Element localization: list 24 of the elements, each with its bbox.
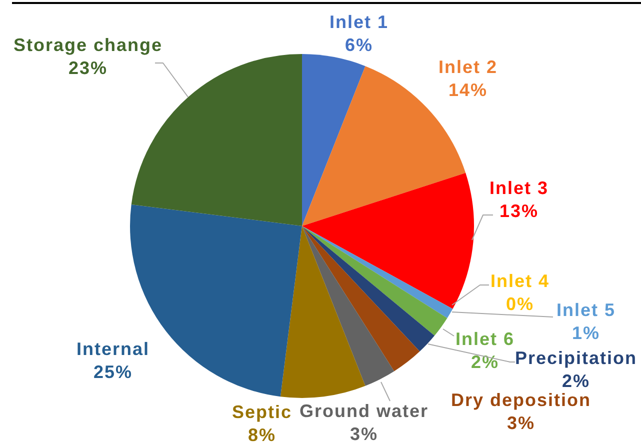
slice-label: Inlet 6: [455, 329, 515, 349]
data-label: 2%: [470, 352, 500, 372]
slice-label: Inlet 5: [556, 300, 616, 320]
slice-label: Storage change: [13, 35, 163, 55]
data-label: 14%: [448, 80, 488, 100]
data-label: 1%: [572, 323, 600, 343]
slice-label: Precipitation: [514, 348, 638, 368]
data-label: 13%: [499, 201, 539, 221]
slice-label: Internal: [76, 339, 150, 359]
slice-label: Septic: [232, 402, 292, 422]
data-label: 8%: [248, 425, 276, 442]
slice-label: Inlet 3: [489, 178, 549, 198]
data-label: 2%: [562, 371, 590, 391]
category-label: Inlet 4: [490, 271, 550, 291]
slice-label: Inlet 1: [329, 12, 389, 32]
slice-label: Dry deposition: [450, 390, 592, 410]
data-label: 6%: [344, 35, 374, 55]
text: 0%: [506, 294, 534, 314]
slice-label: Ground water: [299, 401, 429, 421]
data-label: 3%: [506, 413, 536, 433]
data-label: 3%: [350, 424, 378, 442]
data-label: 25%: [93, 362, 133, 382]
slice-label: Inlet 2: [438, 57, 498, 77]
data-label: 23%: [68, 58, 108, 78]
